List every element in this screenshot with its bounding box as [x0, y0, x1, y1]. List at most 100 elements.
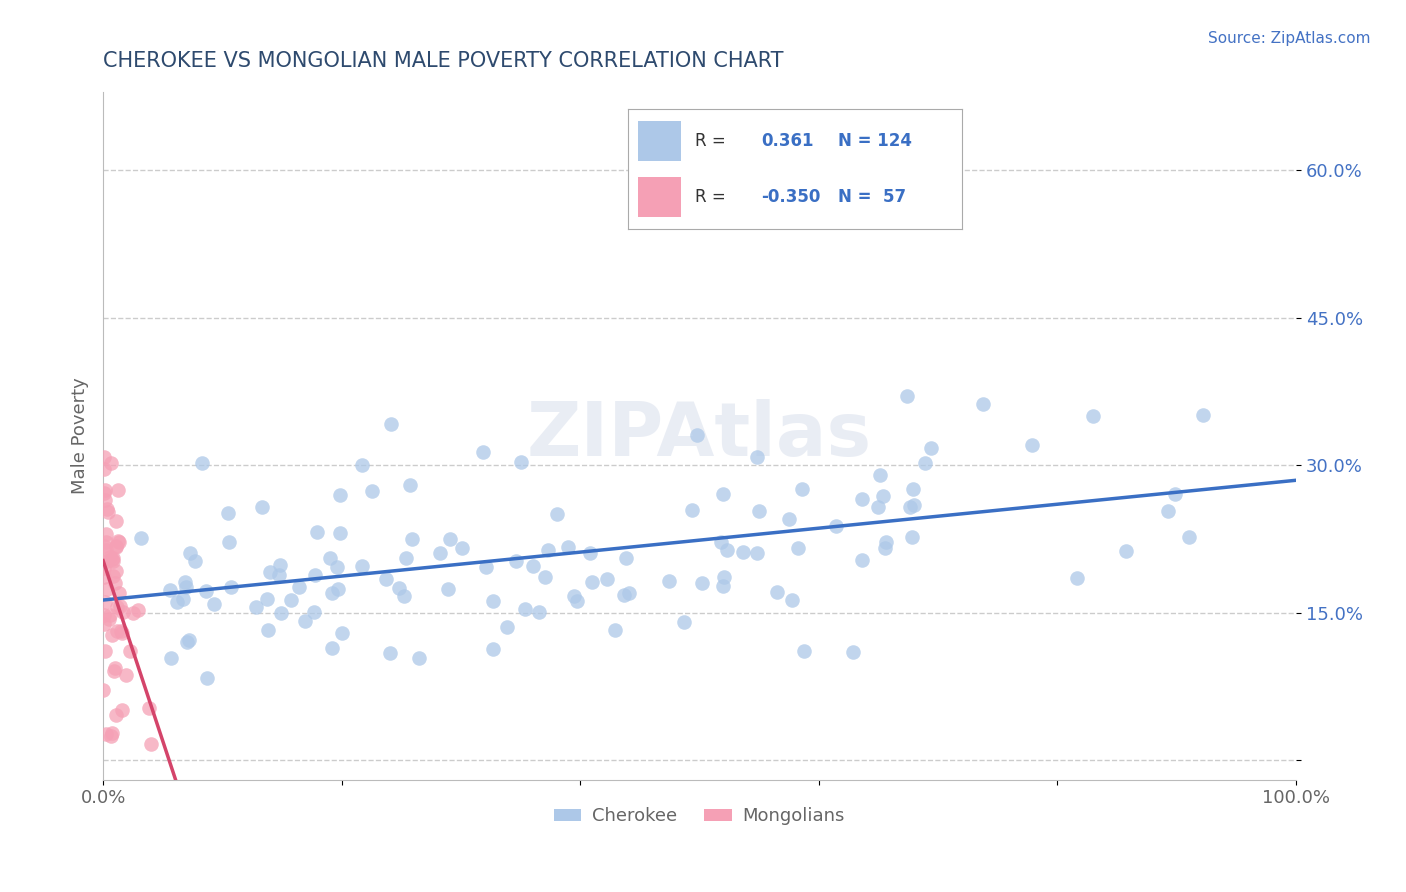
Point [395, 550, 418, 565]
Point [101, 552, 124, 566]
Point [713, 487, 735, 501]
Point [94, 527, 117, 541]
Legend: Cherokee, Mongolians: Cherokee, Mongolians [547, 800, 852, 832]
Point [256, 591, 278, 606]
Point [1177, 530, 1199, 544]
Point [173, 575, 195, 590]
Point [100, 726, 122, 740]
Point [96, 506, 118, 520]
Point [91, 683, 114, 698]
Point [972, 397, 994, 411]
Y-axis label: Male Poverty: Male Poverty [72, 377, 89, 494]
Point [898, 500, 921, 515]
Point [546, 508, 568, 522]
Point [159, 583, 181, 598]
Point [100, 456, 122, 470]
Point [294, 615, 316, 629]
Point [429, 546, 451, 560]
Point [93, 540, 115, 554]
Point [614, 550, 637, 565]
Point [195, 671, 218, 685]
Point [505, 554, 527, 568]
Point [672, 615, 695, 629]
Point [731, 545, 754, 559]
Point [780, 593, 803, 607]
Point [713, 570, 735, 584]
Point [873, 541, 896, 556]
Point [388, 581, 411, 595]
Point [842, 644, 865, 658]
Point [93, 462, 115, 476]
Point [321, 640, 343, 655]
Point [194, 584, 217, 599]
Point [527, 606, 550, 620]
Point [872, 489, 894, 503]
Point [1115, 543, 1137, 558]
Point [100, 729, 122, 743]
Point [179, 546, 201, 560]
Point [302, 605, 325, 619]
Point [1157, 503, 1180, 517]
Point [778, 512, 800, 526]
Point [451, 541, 474, 556]
Point [319, 550, 342, 565]
Point [103, 569, 125, 583]
Point [564, 589, 586, 603]
Point [536, 542, 558, 557]
Point [793, 643, 815, 657]
Point [481, 594, 503, 608]
Point [219, 580, 242, 594]
Point [176, 635, 198, 649]
Point [218, 534, 240, 549]
Point [101, 628, 124, 642]
Point [603, 623, 626, 637]
Point [94, 483, 117, 497]
Point [920, 442, 942, 456]
Point [903, 498, 925, 512]
Point [138, 701, 160, 715]
Point [259, 565, 281, 579]
Point [183, 554, 205, 568]
Point [1066, 571, 1088, 585]
Point [1164, 487, 1187, 501]
Point [105, 541, 128, 555]
Point [361, 483, 384, 498]
Point [510, 455, 533, 469]
Point [103, 554, 125, 568]
Point [307, 525, 329, 540]
Point [252, 500, 274, 515]
Point [681, 503, 703, 517]
Point [392, 589, 415, 603]
Point [326, 582, 349, 597]
Point [851, 553, 873, 567]
Point [436, 582, 458, 596]
Point [96, 554, 118, 568]
Point [107, 483, 129, 497]
Point [93, 561, 115, 575]
Point [329, 526, 352, 541]
Point [267, 568, 290, 582]
Point [321, 586, 343, 600]
Text: ZIPAtlas: ZIPAtlas [527, 399, 872, 472]
Point [287, 581, 309, 595]
Point [378, 646, 401, 660]
Point [690, 575, 713, 590]
Point [105, 564, 128, 578]
Point [100, 549, 122, 564]
Point [350, 458, 373, 472]
Point [513, 602, 536, 616]
Point [851, 491, 873, 506]
Point [93, 617, 115, 632]
Point [326, 559, 349, 574]
Point [93, 485, 115, 500]
Point [716, 542, 738, 557]
Point [110, 703, 132, 717]
Point [104, 660, 127, 674]
Point [96, 727, 118, 741]
Point [176, 580, 198, 594]
Point [472, 445, 495, 459]
Point [110, 624, 132, 639]
Point [869, 467, 891, 482]
Point [399, 478, 422, 492]
Point [202, 597, 225, 611]
